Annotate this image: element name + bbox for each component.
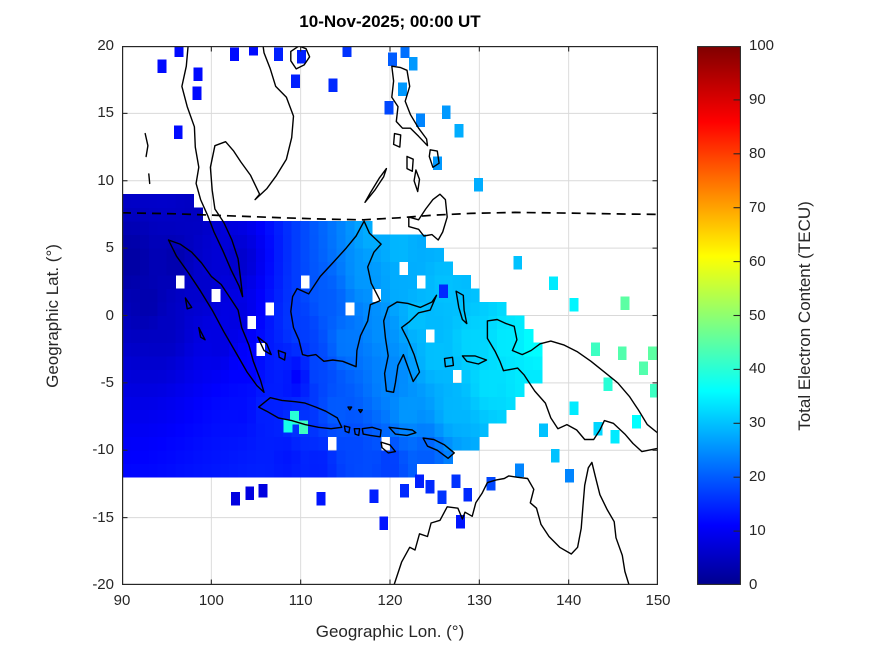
coastline-kangean_1: [347, 406, 353, 411]
coastline-palawan: [364, 167, 388, 203]
coastline-seram: [461, 355, 488, 365]
colorbar-tick-label: 60: [749, 252, 766, 270]
coastline-indochina: [181, 46, 295, 298]
coastline-bali: [343, 425, 351, 434]
colorbar-tick-label: 80: [749, 144, 766, 162]
y-tick-label: -10: [92, 441, 114, 459]
x-axis-label: Geographic Lon. (°): [315, 622, 465, 641]
coastline-halmahera: [455, 290, 468, 325]
coastline-timor: [422, 437, 455, 459]
colorbar-tick-label: 100: [749, 37, 775, 54]
x-tick-label: 130: [466, 592, 492, 609]
coastline-australia: [393, 461, 630, 585]
coastline-nias: [184, 297, 193, 310]
coastline-panay: [406, 155, 414, 172]
x-tick-label: 110: [288, 592, 313, 609]
colorbar-tick-label: 40: [749, 360, 766, 378]
y-tick-label: -15: [92, 508, 114, 526]
colorbar-tick-label: 30: [749, 414, 766, 432]
y-tick-label: 20: [97, 37, 114, 54]
x-tick-label: 150: [645, 592, 671, 609]
y-tick-label: 10: [97, 171, 114, 189]
coastline-bangka: [257, 336, 272, 356]
x-tick-label: 140: [556, 592, 582, 609]
coastline-kangean_2: [358, 409, 363, 414]
coastline-layer: [144, 46, 658, 585]
coastline-sulawesi: [383, 294, 438, 393]
colorbar: [697, 46, 741, 585]
coastline-luzon: [391, 65, 429, 147]
plot-title: 10-Nov-2025; 00:00 UT: [299, 12, 481, 31]
colorbar-tick-label: 0: [749, 576, 758, 593]
colorbar-tick-label: 70: [749, 198, 766, 216]
coastline-negros: [413, 169, 421, 193]
colorbar-gradient: [697, 46, 741, 585]
coastline-samar: [428, 149, 440, 168]
coastline-flores: [388, 426, 417, 437]
y-axis-label: Geographic Lat. (°): [43, 244, 62, 388]
colorbar-tick-label: 20: [749, 468, 766, 486]
tec-tiles-layer: [122, 46, 658, 530]
colorbar-label: Total Electron Content (TECU): [795, 201, 814, 431]
coastline-mindoro: [392, 132, 402, 148]
x-tick-label: 100: [198, 592, 224, 609]
x-tick-label: 120: [377, 592, 403, 609]
coastline-mindanao: [408, 193, 448, 241]
coastline-sumba: [380, 441, 397, 454]
coastline-buru: [443, 356, 455, 368]
colorbar-bar: [697, 46, 741, 585]
colorbar-tick-label: 50: [749, 306, 766, 324]
y-tick-label: 15: [97, 104, 114, 122]
coastline-siberut: [198, 326, 206, 341]
coastline-belitung: [277, 349, 287, 361]
colorbar-tick-label: 90: [749, 90, 766, 108]
dip-equator-line: [122, 211, 658, 221]
map-plot: [122, 46, 658, 585]
coastline-andaman_2: [148, 173, 151, 185]
colorbar-tick-label: 10: [749, 522, 766, 540]
y-tick-label: 5: [105, 239, 114, 257]
coastline-new_guinea: [486, 318, 658, 453]
coastline-lombok: [353, 428, 361, 437]
coastline-sumbawa: [361, 426, 382, 438]
coastline-java: [258, 397, 343, 430]
coastline-andaman_1: [144, 132, 149, 158]
x-tick-label: 90: [113, 592, 131, 609]
tec-map: [122, 46, 658, 585]
y-tick-label: 0: [105, 306, 114, 324]
y-tick-label: -5: [100, 373, 114, 391]
axes-box: [122, 46, 658, 585]
coastline-sumatra: [167, 239, 265, 393]
y-tick-label: -20: [92, 576, 114, 593]
coastline-borneo: [290, 220, 382, 368]
